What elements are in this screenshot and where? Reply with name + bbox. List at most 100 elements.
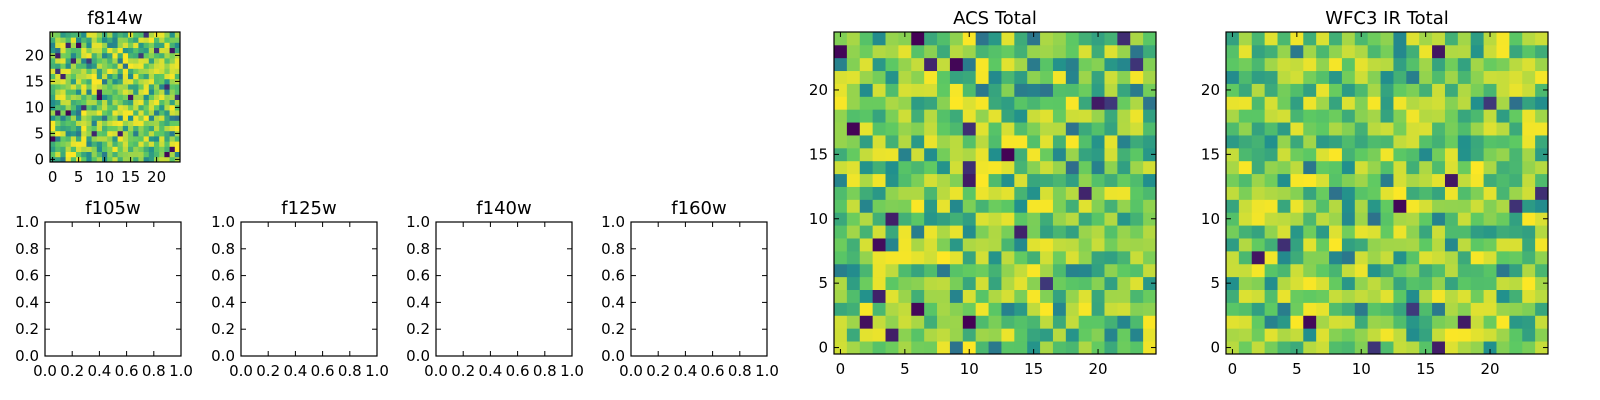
heatmap-cell (1535, 135, 1549, 149)
heatmap-cell (1027, 199, 1041, 213)
heatmap-cell (1535, 328, 1549, 342)
heatmap-cell (1496, 289, 1510, 303)
heatmap-cell (138, 146, 144, 152)
heatmap-cell (133, 89, 139, 95)
heatmap-cell (143, 73, 150, 80)
heatmap-cell (1444, 32, 1459, 46)
heatmap-cell (1104, 341, 1118, 355)
heatmap-cell (924, 199, 938, 213)
heatmap-cell (988, 289, 1002, 303)
heatmap-cell (898, 250, 912, 265)
heatmap-cell (96, 115, 103, 121)
heatmap-cell (169, 125, 176, 132)
heatmap-cell (1341, 57, 1356, 72)
heatmap-cell (846, 328, 861, 342)
heatmap-cell (834, 341, 848, 355)
heatmap-cell (1251, 160, 1266, 175)
heatmap-cell (1264, 250, 1278, 265)
heatmap-cell (1027, 250, 1041, 265)
heatmap-cell (122, 89, 129, 95)
heatmap-cell (1432, 32, 1446, 46)
heatmap-cell (1393, 199, 1407, 213)
heatmap-cell (122, 104, 129, 111)
heatmap-cell (898, 147, 912, 162)
heatmap-cell (1251, 109, 1266, 123)
heatmap-cell (1251, 122, 1266, 136)
heatmap-cell (949, 289, 964, 303)
heatmap-cell (859, 147, 874, 162)
heatmap-cell (1065, 328, 1080, 342)
heatmap-cell (1535, 315, 1549, 329)
heatmap-cell (1393, 212, 1407, 226)
heatmap-cell (1226, 328, 1240, 342)
heatmap-cell (949, 44, 964, 59)
heatmap-cell (834, 225, 848, 239)
y-tick-label: 0.0 (211, 347, 235, 365)
heatmap-cell (1406, 57, 1420, 72)
heatmap-cell (133, 115, 139, 121)
heatmap-cell (128, 146, 134, 152)
heatmap-cell (60, 110, 66, 116)
heatmap-cell (1406, 44, 1420, 59)
heatmap-cell (164, 104, 170, 111)
heatmap-cell (55, 42, 61, 48)
y-tick-label: 15 (25, 72, 44, 90)
heatmap-cell (1483, 83, 1497, 97)
heatmap-cell (962, 83, 977, 97)
heatmap-cell (846, 96, 861, 110)
heatmap-cell (1316, 250, 1330, 265)
heatmap-cell (86, 78, 92, 85)
heatmap-cell (1001, 44, 1015, 59)
heatmap-cell (65, 110, 72, 116)
heatmap-cell (1040, 44, 1054, 59)
heatmap-cell (1040, 109, 1054, 123)
heatmap-cell (1419, 122, 1433, 136)
heatmap-cell (102, 146, 108, 152)
heatmap-cell (1027, 173, 1041, 187)
heatmap-cell (138, 42, 144, 48)
heatmap-cell (164, 68, 170, 74)
heatmap-cell (1052, 289, 1067, 303)
heatmap-cell (102, 125, 108, 132)
heatmap-cell (1065, 302, 1080, 316)
heatmap-cell (1226, 135, 1240, 149)
heatmap-cell (1457, 122, 1472, 136)
heatmap-cell (1052, 83, 1067, 97)
heatmap-cell (911, 302, 925, 316)
y-tick-label: 1.0 (601, 213, 625, 231)
heatmap-cell (1001, 315, 1015, 329)
heatmap-cell (70, 151, 77, 158)
heatmap-cell (1341, 135, 1356, 149)
heatmap-cell (1014, 70, 1028, 84)
heatmap-cell (1341, 250, 1356, 265)
heatmap-cell (1264, 212, 1278, 226)
heatmap-cell (1091, 225, 1105, 239)
heatmap-cell (1432, 302, 1446, 316)
heatmap-cell (1117, 328, 1131, 342)
x-tick-label: 0.6 (506, 362, 530, 380)
heatmap-cell (133, 125, 139, 132)
heatmap-cell (1496, 147, 1510, 162)
heatmap-cell (86, 130, 92, 137)
heatmap-cell (107, 115, 113, 121)
heatmap-cell (1354, 83, 1369, 97)
heatmap-cell (1001, 328, 1015, 342)
heatmap-cell (1078, 32, 1092, 46)
heatmap-cell (1367, 250, 1381, 265)
heatmap-cell (102, 52, 108, 59)
heatmap-cell (128, 58, 134, 64)
heatmap-cell (885, 173, 899, 187)
heatmap-cell (1014, 328, 1028, 342)
heatmap-cell (1367, 57, 1381, 72)
heatmap-cell (1393, 315, 1407, 329)
heatmap-cell (65, 141, 72, 147)
heatmap-cell (1065, 44, 1080, 59)
heatmap-cell (102, 42, 108, 48)
heatmap-cell (1432, 122, 1446, 136)
heatmap-cell (164, 42, 170, 48)
heatmap-cell (122, 58, 129, 64)
heatmap-cell (1052, 263, 1067, 278)
heatmap-cell (975, 276, 989, 290)
heatmap-cell (107, 151, 113, 158)
x-tick-label: 0 (836, 360, 846, 378)
